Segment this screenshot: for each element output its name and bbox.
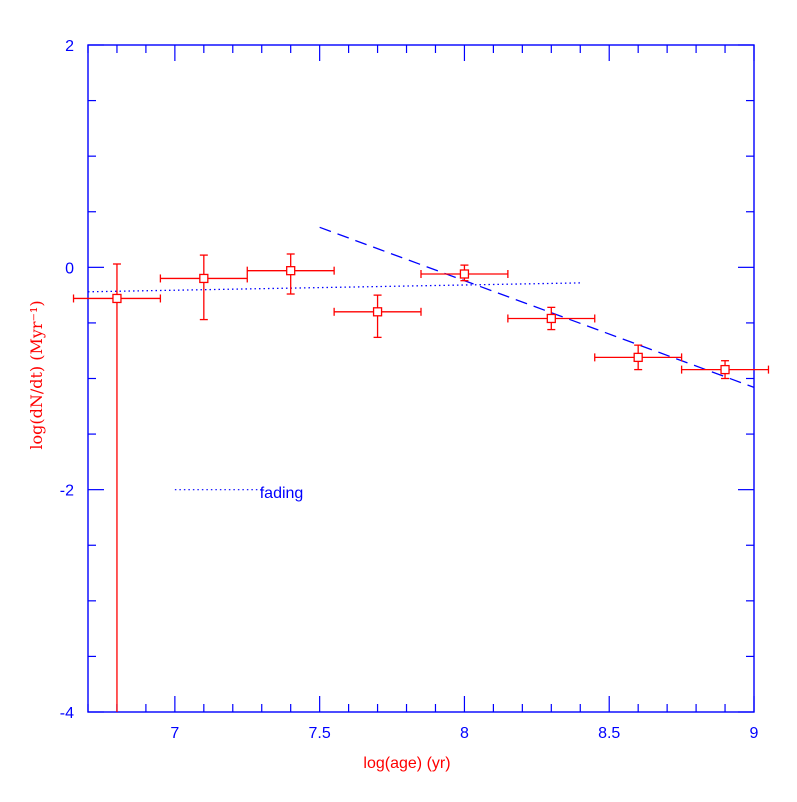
- y-axis-label: log(dN/dt) (Myr⁻¹): [27, 300, 46, 449]
- model-lines-layer: [87, 226, 755, 389]
- square-marker: [633, 352, 643, 363]
- square-marker: [546, 313, 556, 324]
- square-marker: [286, 266, 296, 276]
- data-points-layer: [72, 253, 770, 712]
- x-tick-label: 8: [460, 725, 469, 742]
- x-tick-label: 7: [170, 725, 179, 742]
- x-axis-label: log(age) (yr): [363, 755, 450, 772]
- square-marker: [112, 293, 122, 304]
- data-point: [420, 264, 509, 282]
- data-point: [159, 254, 248, 321]
- data-point: [680, 360, 770, 380]
- legend-label: fading: [260, 485, 304, 502]
- square-marker: [459, 269, 470, 279]
- ticks-layer: 7 7.5 8 8.5 9 -4 -2 0 2: [60, 38, 759, 742]
- x-tick-label: 9: [750, 725, 759, 742]
- model-line-dashed: [319, 226, 755, 389]
- square-marker: [372, 307, 383, 317]
- square-marker: [720, 364, 730, 375]
- y-tick-label: -4: [60, 705, 74, 722]
- x-tick-label: 8.5: [598, 725, 620, 742]
- legend: fading: [174, 485, 304, 502]
- x-tick-label: 7.5: [309, 725, 331, 742]
- data-point: [594, 344, 683, 371]
- data-point: [246, 253, 335, 295]
- y-tick-label: -2: [60, 483, 74, 500]
- data-point: [72, 263, 162, 712]
- y-tick-label: 2: [65, 38, 74, 55]
- data-point: [333, 294, 422, 339]
- model-line-dotted: [87, 282, 581, 293]
- data-point: [507, 306, 596, 331]
- square-marker: [199, 273, 209, 284]
- plot-frame: [87, 44, 755, 713]
- y-tick-label: 0: [65, 260, 74, 277]
